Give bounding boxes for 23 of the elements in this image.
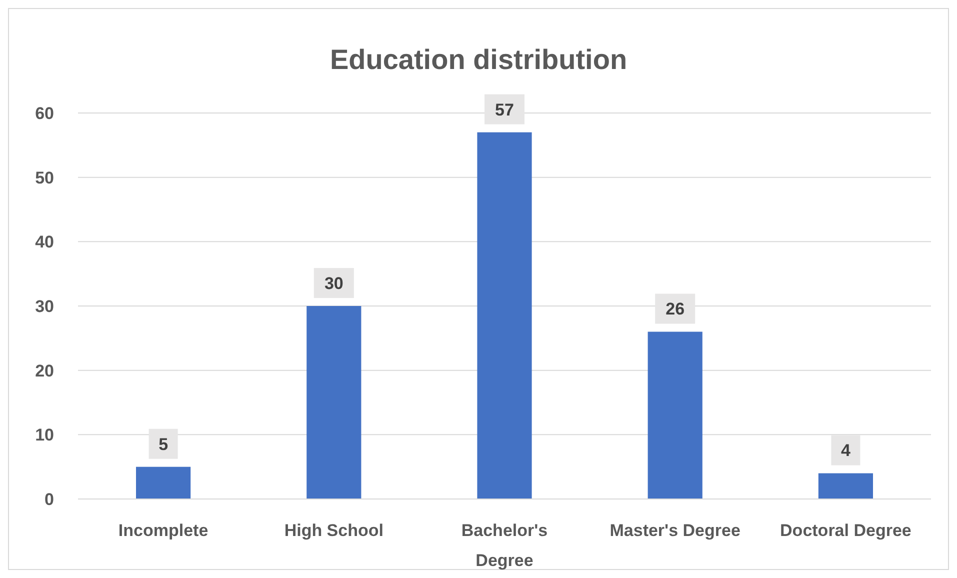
x-tick-label: Doctoral Degree [780, 521, 912, 540]
bar [818, 473, 873, 499]
x-tick-label: Incomplete [118, 521, 208, 540]
data-label: 5 [158, 434, 168, 454]
bar [306, 306, 362, 499]
y-tick-label: 10 [35, 426, 54, 445]
y-tick-label: 50 [35, 168, 54, 188]
data-label: 26 [666, 300, 685, 319]
bar [648, 332, 702, 499]
y-tick-label: 20 [35, 361, 54, 380]
x-tick-label: Bachelor's Degree [461, 521, 548, 570]
y-tick-label: 0 [44, 490, 54, 509]
bar [136, 466, 191, 499]
y-tick-label: 40 [35, 232, 54, 252]
x-tick-label: Master's Degree [610, 521, 740, 540]
data-label: 4 [840, 441, 851, 460]
data-label: 30 [324, 274, 344, 293]
y-tick-label: 60 [35, 104, 54, 123]
data-label: 57 [495, 100, 514, 120]
bar [477, 132, 532, 499]
x-tick-label: High School [284, 521, 384, 540]
y-tick-label: 30 [35, 296, 54, 316]
chart-title: Education distribution [330, 44, 628, 75]
